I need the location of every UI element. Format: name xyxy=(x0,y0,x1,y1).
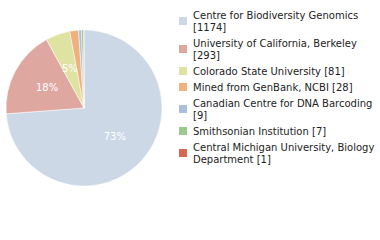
svg-text:Smithsonian Institution [7]: Smithsonian Institution [7] xyxy=(193,126,326,137)
svg-text:5%: 5% xyxy=(62,63,78,74)
svg-text:[9]: [9] xyxy=(193,110,207,121)
svg-text:Colorado State University [81]: Colorado State University [81] xyxy=(193,66,345,77)
svg-text:[1174]: [1174] xyxy=(193,22,226,33)
svg-text:[293]: [293] xyxy=(193,50,220,61)
svg-text:Canadian Centre for DNA Barcod: Canadian Centre for DNA Barcoding xyxy=(193,98,376,109)
svg-text:Mined from GenBank, NCBI [28]: Mined from GenBank, NCBI [28] xyxy=(193,82,353,93)
svg-text:73%: 73% xyxy=(104,131,126,142)
svg-text:Department [1]: Department [1] xyxy=(193,154,271,165)
svg-text:University of California, Berk: University of California, Berkeley xyxy=(193,38,360,49)
svg-text:Centre for Biodiversity Genomi: Centre for Biodiversity Genomics xyxy=(193,10,361,21)
svg-text:18%: 18% xyxy=(36,82,58,93)
svg-text:Central Michigan University, B: Central Michigan University, Biology xyxy=(193,142,378,153)
